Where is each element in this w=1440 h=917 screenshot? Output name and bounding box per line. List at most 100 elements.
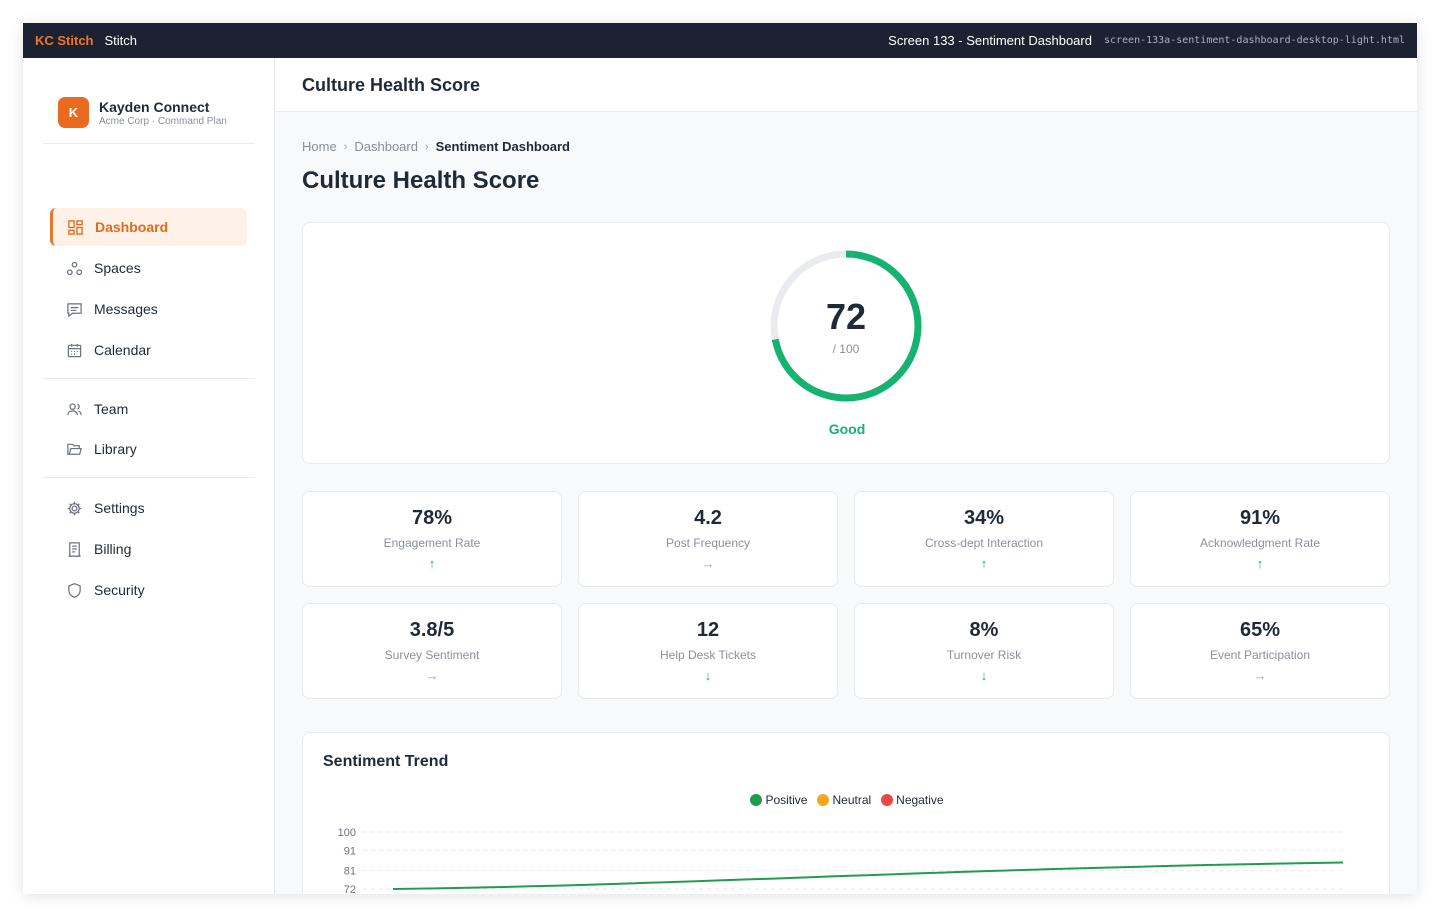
metric-value: 12 <box>696 619 720 641</box>
legend-label: Negative <box>896 793 944 807</box>
header-title: Culture Health Score <box>302 75 481 95</box>
sidebar-item-spaces[interactable]: Spaces <box>50 249 247 287</box>
trend-flat-icon: → <box>701 556 715 571</box>
sidebar-item-label: Calendar <box>94 342 151 358</box>
org-switcher[interactable]: K Kayden Connect Acme Corp · Command Pla… <box>43 58 255 144</box>
score-max: / 100 <box>832 342 860 356</box>
sidebar-item-messages[interactable]: Messages <box>50 290 247 328</box>
trend-flat-icon: → <box>1253 668 1267 683</box>
metric-card: 4.2 Post Frequency → <box>578 491 838 587</box>
org-plan: Acme Corp · Command Plan <box>99 116 227 127</box>
trend-flat-icon: → <box>425 668 439 683</box>
y-tick-label: 91 <box>344 845 356 857</box>
metric-label: Event Participation <box>1209 648 1311 662</box>
brand-label: KC Stitch <box>35 33 94 48</box>
metric-card: 78% Engagement Rate ↑ <box>302 491 562 587</box>
sidebar-item-label: Library <box>94 441 137 457</box>
score-gauge: 72 / 100 <box>768 248 924 404</box>
y-tick-label: 100 <box>338 827 356 839</box>
legend-item-negative[interactable]: Negative <box>881 793 944 807</box>
sidebar-item-settings[interactable]: Settings <box>50 489 247 527</box>
metric-label: Survey Sentiment <box>384 648 480 662</box>
receipt-icon <box>66 541 83 558</box>
breadcrumb-current: Sentiment Dashboard <box>435 139 570 154</box>
y-tick-label: 72 <box>344 884 356 894</box>
sidebar-item-label: Security <box>94 582 145 598</box>
org-logo: K <box>58 97 89 128</box>
app-label: Stitch <box>104 33 138 48</box>
metric-label: Engagement Rate <box>383 536 481 550</box>
metric-card: 65% Event Participation → <box>1130 603 1390 699</box>
folder-icon <box>66 441 83 458</box>
metric-label: Turnover Risk <box>946 648 1022 662</box>
sidebar-item-security[interactable]: Security <box>50 571 247 609</box>
messages-icon <box>66 301 83 318</box>
nav-divider <box>43 477 255 478</box>
trend-down-icon: ↓ <box>980 668 988 683</box>
dashboard-icon <box>67 219 84 236</box>
app-window: KC Stitch Stitch Screen 133 - Sentiment … <box>23 23 1417 894</box>
legend-dot <box>817 794 830 806</box>
legend-item-positive[interactable]: Positive <box>750 793 807 807</box>
chart-title: Sentiment Trend <box>323 753 449 770</box>
sidebar: K Kayden Connect Acme Corp · Command Pla… <box>23 58 275 894</box>
legend-item-neutral[interactable]: Neutral <box>817 793 871 807</box>
page-header: Culture Health Score <box>275 58 1417 112</box>
spaces-icon <box>66 260 83 277</box>
metric-card: 34% Cross-dept Interaction ↑ <box>854 491 1114 587</box>
legend-dot <box>881 794 894 806</box>
sidebar-item-label: Billing <box>94 541 132 557</box>
page-title: Culture Health Score <box>302 167 540 194</box>
chart-legend: Positive Neutral Negative <box>303 793 1391 807</box>
metric-label: Help Desk Tickets <box>659 648 757 662</box>
gear-icon <box>66 500 83 517</box>
sidebar-item-label: Dashboard <box>95 219 169 235</box>
sidebar-item-billing[interactable]: Billing <box>50 530 247 568</box>
trend-up-icon: ↑ <box>1256 556 1264 571</box>
metric-card: 8% Turnover Risk ↓ <box>854 603 1114 699</box>
sidebar-item-label: Spaces <box>94 260 141 276</box>
sentiment-trend-card: Sentiment Trend Positive Neutral Negativ… <box>302 732 1390 894</box>
sentiment-line-chart: 100 91 81 72 <box>338 827 1344 894</box>
shield-icon <box>66 582 83 599</box>
sidebar-item-library[interactable]: Library <box>50 430 247 468</box>
breadcrumb-dashboard[interactable]: Dashboard <box>354 139 418 154</box>
sidebar-item-calendar[interactable]: Calendar <box>50 331 247 369</box>
trend-down-icon: ↓ <box>704 668 712 683</box>
legend-label: Positive <box>765 793 808 807</box>
metric-card: 12 Help Desk Tickets ↓ <box>578 603 838 699</box>
sidebar-item-dashboard[interactable]: Dashboard <box>50 208 247 246</box>
calendar-icon <box>66 342 83 359</box>
nav-divider <box>43 378 255 379</box>
gauge-progress <box>770 250 922 402</box>
file-name: screen-133a-sentiment-dashboard-desktop-… <box>1103 35 1405 46</box>
legend-label: Neutral <box>832 793 872 807</box>
y-tick-label: 81 <box>344 866 356 878</box>
trend-up-icon: ↑ <box>428 556 436 571</box>
metric-value: 4.2 <box>694 507 722 529</box>
metric-value: 8% <box>969 619 999 641</box>
metric-value: 65% <box>1239 619 1281 641</box>
metric-value: 91% <box>1239 507 1281 529</box>
sidebar-item-label: Team <box>94 401 129 417</box>
breadcrumb: Home › Dashboard › Sentiment Dashboard <box>302 139 570 154</box>
score-status: Good <box>828 421 866 437</box>
sidebar-item-team[interactable]: Team <box>50 390 247 428</box>
metric-value: 3.8/5 <box>409 619 455 641</box>
sidebar-item-label: Settings <box>94 500 145 516</box>
metric-value: 34% <box>963 507 1005 529</box>
metric-label: Cross-dept Interaction <box>924 536 1044 550</box>
metric-value: 78% <box>411 507 453 529</box>
metric-card: 91% Acknowledgment Rate ↑ <box>1130 491 1390 587</box>
score-card: 72 / 100 Good <box>302 222 1390 464</box>
trend-up-icon: ↑ <box>980 556 988 571</box>
legend-dot <box>750 794 763 806</box>
gauge-ring <box>770 250 922 402</box>
org-name: Kayden Connect <box>99 99 210 115</box>
metric-label: Post Frequency <box>665 536 751 550</box>
score-value: 72 <box>825 296 867 337</box>
chevron-right-icon: › <box>424 140 429 153</box>
breadcrumb-home[interactable]: Home <box>302 139 337 154</box>
series-line-positive <box>392 861 1344 890</box>
metric-card: 3.8/5 Survey Sentiment → <box>302 603 562 699</box>
